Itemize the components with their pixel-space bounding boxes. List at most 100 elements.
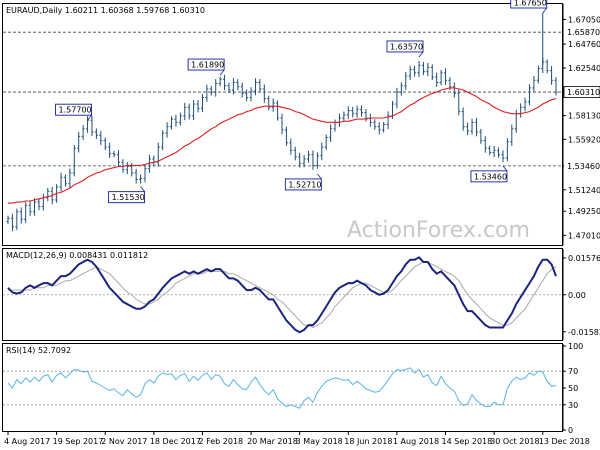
ohlc-bar — [355, 105, 359, 118]
ohlc-bar — [324, 134, 328, 150]
ohlc-bar — [24, 201, 28, 223]
ohlc-bar — [435, 72, 439, 88]
ohlc-bar — [143, 164, 147, 183]
ohlc-bar — [284, 126, 288, 146]
ohlc-bar — [382, 121, 386, 133]
ohlc-bar — [444, 68, 448, 85]
macd-header: MACD(12,26,9) 0.008431 0.011812 — [6, 251, 148, 260]
ohlc-bar — [161, 130, 165, 151]
price-level-tag: 1.53460 — [564, 160, 600, 172]
x-tick-label: 2 Nov 2017 — [101, 437, 147, 446]
ohlc-bar — [262, 84, 266, 104]
annotation-label: 1.63570 — [390, 42, 423, 51]
ohlc-bar — [15, 208, 19, 230]
annotation-box — [386, 40, 424, 53]
ohlc-bar — [470, 118, 474, 135]
ohlc-bar — [373, 119, 377, 130]
annotation-box — [284, 178, 322, 191]
price-axis: 1.67050 1.64760 1.62540 1.60310 1.58130 1.559… — [562, 4, 600, 245]
rsi-axis: 100 70 50 30 0 — [562, 342, 583, 435]
annotation-leader — [418, 51, 424, 58]
ohlc-bar — [28, 201, 32, 216]
moving-average-line — [8, 87, 557, 204]
ohlc-bar — [223, 74, 227, 91]
x-tick-label: 18 Jun 2018 — [344, 437, 392, 446]
ohlc-bar — [227, 82, 231, 93]
ohlc-bar — [311, 150, 315, 170]
annotation-label: 1.57700 — [59, 106, 92, 115]
ohlc-bar — [77, 132, 81, 153]
price-level-tag: 1.60310 — [563, 86, 600, 98]
ohlc-bar — [395, 87, 399, 109]
annotation-box — [55, 103, 92, 116]
rsi-tick-label: 50 — [568, 384, 578, 393]
ohlc-bar — [165, 122, 169, 138]
ohlc-bar — [342, 111, 346, 122]
x-tick-label: 2 Feb 2018 — [198, 437, 243, 446]
ohlc-bar — [209, 85, 213, 96]
macd-signal-line — [8, 261, 557, 329]
rsi-lines — [7, 367, 557, 409]
price-tick-label: 1.47010 — [568, 231, 600, 240]
annotation-leader — [542, 7, 548, 14]
price-annotation: 1.67650 — [510, 0, 548, 14]
ohlc-bar — [192, 99, 196, 120]
annotation-leader — [87, 114, 92, 121]
ohlc-bar — [231, 78, 235, 95]
x-tick-label: 14 Sep 2018 — [442, 437, 493, 446]
ohlc-bar — [536, 65, 540, 84]
x-tick-label: 18 Dec 2017 — [150, 437, 201, 446]
ohlc-bar — [271, 98, 275, 112]
ohlc-bar — [59, 172, 63, 192]
ohlc-bar — [218, 76, 222, 87]
ohlc-bar — [200, 93, 204, 113]
ohlc-bar — [196, 99, 200, 113]
annotation-label: 1.53460 — [474, 172, 507, 181]
rsi-tick-label: 100 — [568, 342, 583, 351]
ohlc-bar — [183, 102, 187, 121]
ohlc-bar — [492, 145, 496, 158]
x-tick-label: 20 Mar 2018 — [247, 437, 298, 446]
macd-tick-label: -0.015834 — [568, 328, 600, 337]
macd-panel-frame — [2, 248, 563, 341]
ohlc-bar — [134, 168, 138, 184]
macd-tick-label: 0.015762 — [568, 254, 600, 263]
ohlc-bar — [245, 89, 249, 102]
rsi-tick-label: 70 — [568, 367, 578, 376]
rsi-tick-label: 30 — [568, 401, 578, 410]
ohlc-bar — [187, 103, 191, 120]
ohlc-bar — [329, 124, 333, 142]
ohlc-bar — [178, 112, 182, 126]
ohlc-bar — [236, 79, 240, 91]
ohlc-bar — [6, 215, 10, 225]
price-annotation: 1.57700 — [55, 103, 92, 121]
x-tick-label: 1 Aug 2018 — [393, 437, 439, 446]
ohlc-bar — [439, 70, 443, 86]
macd-lines — [7, 256, 557, 334]
ohlc-bar — [404, 71, 408, 90]
annotation-label: 1.51530 — [112, 193, 145, 202]
price-annotation: 1.51530 — [108, 186, 146, 204]
annotation-box — [470, 170, 508, 183]
ohlc-bar — [452, 82, 456, 98]
ohlc-bar — [532, 75, 536, 93]
ohlc-bar — [346, 106, 350, 120]
price-annotation: 1.52710 — [284, 173, 322, 191]
annotation-leader — [317, 173, 322, 180]
price-tick-label: 1.58130 — [568, 112, 600, 121]
x-tick-label: 3 May 2018 — [296, 437, 343, 446]
annotation-label: 1.61890 — [191, 61, 224, 70]
ohlc-bar — [249, 87, 253, 102]
ohlc-bar — [488, 145, 492, 156]
ohlc-bar — [523, 97, 527, 112]
ohlc-bar — [280, 113, 284, 135]
ohlc-bar — [302, 154, 306, 168]
ohlc-bar — [457, 89, 461, 116]
price-tick-label: 1.64760 — [568, 40, 600, 49]
ohlc-bar — [426, 62, 430, 77]
price-annotation: 1.53460 — [470, 165, 508, 183]
price-level-box — [563, 86, 600, 98]
price-annotations: 1.57700 1.51530 1.61890 1.52710 1.63570 1.534… — [55, 0, 548, 204]
